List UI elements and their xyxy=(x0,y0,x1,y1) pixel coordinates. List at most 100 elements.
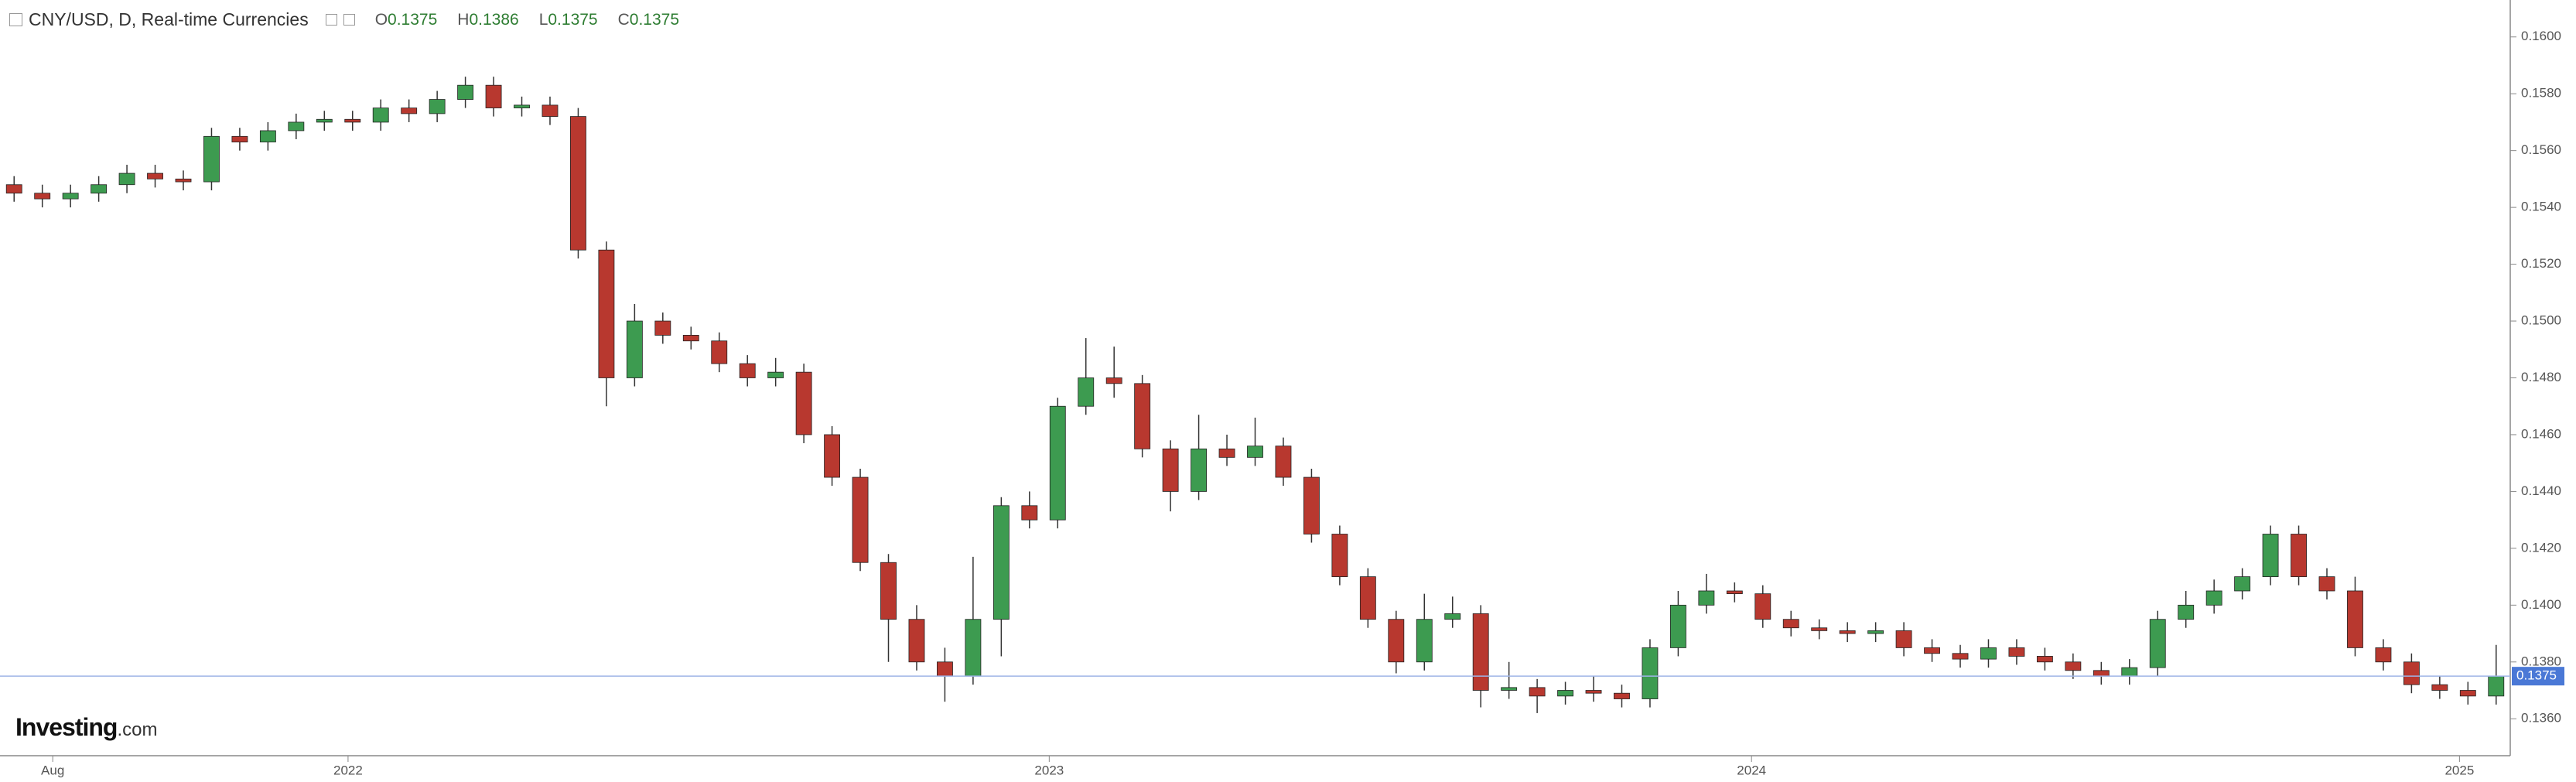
logo-text: Investing xyxy=(15,713,118,741)
candle-body xyxy=(1218,448,1235,458)
candle-body xyxy=(1191,448,1208,492)
x-tick-label: 2024 xyxy=(1737,763,1766,777)
candle-body xyxy=(654,320,671,336)
candle-body xyxy=(62,193,79,200)
candle-body xyxy=(457,84,474,100)
y-tick-label: 0.1460 xyxy=(2521,426,2561,441)
candle-body xyxy=(316,118,333,123)
ohlc-label: C xyxy=(617,10,630,29)
candle-body xyxy=(288,121,305,131)
candle-body xyxy=(118,172,135,186)
candle-body xyxy=(2205,590,2222,606)
y-tick-label: 0.1560 xyxy=(2521,142,2561,157)
candle-body xyxy=(1726,590,1743,595)
ohlc-value: 0.1386 xyxy=(469,10,519,29)
candle-body xyxy=(401,108,418,114)
candle-body xyxy=(175,178,192,183)
candle-body xyxy=(795,371,812,435)
candle-body xyxy=(880,562,897,620)
candle-body xyxy=(1388,619,1405,663)
logo-suffix: .com xyxy=(117,719,158,740)
chart-header: CNY/USD, D, Real-time Currencies O 0.1375… xyxy=(9,9,679,30)
candle-body xyxy=(2065,661,2082,671)
last-price-label: 0.1375 xyxy=(2516,668,2557,683)
candle-body xyxy=(1247,446,1263,458)
candle-body xyxy=(372,108,389,123)
y-tick-label: 0.1400 xyxy=(2521,597,2561,612)
ohlc-value: 0.1375 xyxy=(629,10,680,29)
candle-body xyxy=(2149,619,2166,668)
candle-body xyxy=(2234,576,2251,592)
candle-body xyxy=(1303,476,1320,534)
candle-body xyxy=(2178,604,2195,620)
y-tick-label: 0.1360 xyxy=(2521,711,2561,726)
candle-body xyxy=(1162,448,1179,492)
candle-body xyxy=(992,505,1010,620)
candle-body xyxy=(1416,619,1433,663)
icon[interactable] xyxy=(343,14,355,26)
candle-body xyxy=(1811,627,1828,631)
candle-body xyxy=(852,476,869,563)
candle-body xyxy=(91,184,108,194)
icon[interactable] xyxy=(325,14,337,26)
candle-body xyxy=(2291,534,2307,578)
candle-body xyxy=(1895,630,1912,648)
candle-body xyxy=(739,363,756,378)
candle-body xyxy=(485,84,502,108)
candle-body xyxy=(147,172,163,179)
candle-body xyxy=(2008,647,2025,657)
candle-body xyxy=(598,249,615,378)
x-tick-label: 2025 xyxy=(2444,763,2474,777)
x-tick-label: 2023 xyxy=(1034,763,1064,777)
candle-body xyxy=(2459,690,2476,697)
y-tick-label: 0.1420 xyxy=(2521,540,2561,555)
candle-body xyxy=(2318,576,2335,592)
y-tick-label: 0.1580 xyxy=(2521,86,2561,101)
candle-body xyxy=(1444,613,1461,620)
y-tick-label: 0.1500 xyxy=(2521,313,2561,328)
candle-body xyxy=(626,320,643,378)
candle-body xyxy=(1105,377,1122,384)
candle-body xyxy=(1867,630,1884,634)
ohlc-label: H xyxy=(457,10,470,29)
candle-body xyxy=(937,661,953,677)
candle-body xyxy=(1754,593,1771,620)
candle-body xyxy=(344,118,361,123)
candle-body xyxy=(34,193,51,200)
candle-body xyxy=(2347,590,2363,648)
candle-body xyxy=(711,340,728,364)
candle-body xyxy=(1782,619,1799,629)
ohlc-label: L xyxy=(538,10,548,29)
candle-body xyxy=(965,619,982,677)
candle-body xyxy=(514,104,530,108)
candle-body xyxy=(1585,690,1602,694)
collapse-icon[interactable] xyxy=(9,13,22,26)
chart-title: CNY/USD, D, Real-time Currencies xyxy=(29,9,309,29)
candle-body xyxy=(1134,383,1151,449)
candle-body xyxy=(1924,647,1940,654)
candle-body xyxy=(1529,687,1546,697)
candle-body xyxy=(1331,534,1348,578)
candle-body xyxy=(2036,656,2053,663)
candle-body xyxy=(2093,670,2110,677)
candle-body xyxy=(1472,613,1489,691)
candle-body xyxy=(2488,675,2505,697)
ohlc-value: 0.1375 xyxy=(388,10,438,29)
candle-body xyxy=(542,104,559,117)
candle-body xyxy=(1839,630,1856,634)
candle-body xyxy=(2431,684,2448,691)
candle-body xyxy=(2262,534,2279,578)
candle-body xyxy=(1980,647,1997,660)
last-price-tag xyxy=(2512,667,2564,686)
candle-body xyxy=(1952,653,1969,660)
candle-body xyxy=(231,135,248,143)
candle-body xyxy=(1614,692,1630,699)
y-tick-label: 0.1480 xyxy=(2521,370,2561,384)
logo: Investing.com xyxy=(15,713,157,742)
candle-body xyxy=(203,135,220,183)
y-tick-label: 0.1440 xyxy=(2521,483,2561,498)
candle-body xyxy=(1642,647,1659,699)
candle-body xyxy=(2121,667,2138,677)
